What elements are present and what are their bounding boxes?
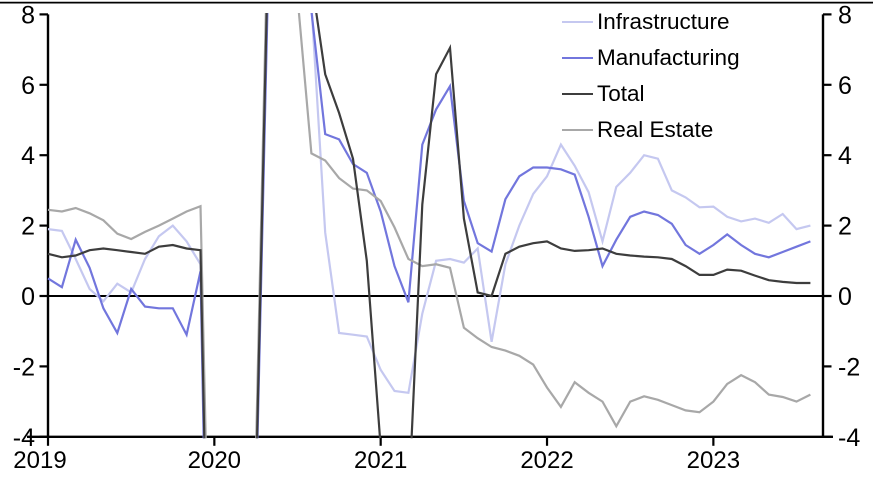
legend-item-manufacturing: Manufacturing [562, 40, 862, 76]
y-axis-label-right: 0 [838, 283, 852, 311]
series-line-total [47, 13, 811, 439]
y-axis-label-left: -4 [13, 424, 35, 452]
y-axis-label-left: 0 [21, 283, 35, 311]
y-axis-label-right: -2 [838, 353, 860, 381]
legend-label-total: Total [597, 80, 645, 106]
legend-label-real-estate: Real Estate [597, 116, 714, 142]
y-axis-label-right: 2 [838, 213, 852, 241]
series-line-real-estate [47, 13, 811, 439]
y-axis-label-left: -2 [13, 353, 35, 381]
series-line-infrastructure [47, 13, 811, 439]
y-axis-label-right: 4 [838, 142, 852, 170]
x-axis-label: 2019 [13, 447, 66, 474]
legend: Infrastructure Manufacturing Total Real … [562, 4, 862, 148]
x-axis-label: 2021 [354, 447, 407, 474]
x-axis-label: 2023 [687, 447, 740, 474]
legend-label-manufacturing: Manufacturing [597, 44, 740, 70]
legend-swatch-total [562, 92, 593, 96]
y-axis-label-left: 2 [21, 213, 35, 241]
series-line-manufacturing [47, 13, 811, 439]
legend-label-infrastructure: Infrastructure [597, 8, 730, 34]
y-axis-label-left: 8 [21, 1, 35, 29]
legend-item-total: Total [562, 76, 862, 112]
legend-item-infrastructure: Infrastructure [562, 4, 862, 40]
y-axis-label-left: 4 [21, 142, 35, 170]
y-axis-label-right: 6 [838, 72, 852, 100]
y-axis-label-right: -4 [838, 424, 860, 452]
x-axis-label: 2022 [520, 447, 573, 474]
legend-swatch-manufacturing [562, 56, 593, 60]
legend-swatch-infrastructure [562, 20, 593, 24]
legend-item-real-estate: Real Estate [562, 112, 862, 148]
x-axis-label: 2020 [188, 447, 241, 474]
y-axis-label-left: 6 [21, 72, 35, 100]
y-axis-label-right: 8 [838, 1, 852, 29]
legend-swatch-real-estate [562, 128, 593, 132]
